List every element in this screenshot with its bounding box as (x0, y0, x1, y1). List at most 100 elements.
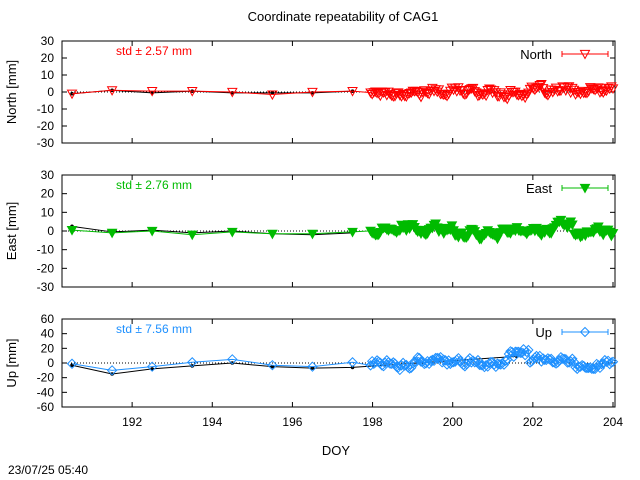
chart-title: Coordinate repeatability of CAG1 (248, 9, 439, 24)
y-tick-label: -30 (37, 280, 55, 294)
y-tick-label: 0 (47, 224, 54, 238)
y-tick-label: 30 (41, 34, 55, 48)
data-point (267, 90, 278, 101)
data-point (573, 361, 585, 373)
data-point (399, 360, 410, 371)
data-point (146, 226, 158, 237)
data-point (459, 90, 471, 101)
data-point (307, 361, 318, 372)
legend: Up (535, 325, 609, 340)
data-point (410, 86, 422, 97)
x-tick-label: 198 (363, 415, 383, 429)
legend: East (526, 181, 609, 196)
data-point (396, 360, 407, 371)
data-point (490, 361, 502, 373)
data-point (146, 361, 158, 372)
y-axis-label: East [mm] (4, 202, 19, 261)
legend-label: North (520, 47, 552, 62)
reference-point (230, 361, 235, 365)
data-point (594, 362, 606, 374)
x-tick-label: 194 (202, 415, 222, 429)
data-point (607, 229, 619, 239)
data-point (607, 356, 619, 368)
data-point (492, 358, 503, 369)
data-point (521, 90, 533, 100)
data-point (596, 87, 607, 97)
data-point (440, 355, 451, 366)
y-tick-label: -20 (37, 261, 55, 275)
data-point (66, 89, 78, 100)
data-point (436, 89, 448, 100)
data-point (227, 354, 238, 365)
data-point (66, 225, 78, 236)
y-tick-label: -20 (37, 119, 55, 133)
data-point (586, 363, 598, 375)
data-point (226, 227, 238, 238)
data-point (516, 91, 528, 102)
data-point (492, 234, 503, 245)
data-point (386, 91, 398, 102)
data-point (146, 87, 158, 97)
x-tick-label: 196 (282, 415, 302, 429)
reference-point (190, 364, 195, 368)
data-point (472, 354, 484, 366)
data-point (563, 82, 575, 92)
data-point (347, 227, 358, 238)
data-point (566, 220, 578, 231)
x-tick-label: 202 (523, 415, 543, 429)
data-point (567, 353, 578, 364)
y-tick-label: 10 (41, 205, 55, 219)
data-point (598, 358, 609, 369)
y-tick-label: -40 (37, 385, 55, 399)
reference-point (270, 91, 275, 95)
data-point (106, 228, 118, 239)
data-point (347, 87, 358, 97)
data-point (267, 359, 278, 371)
y-axis-label: North [mm] (4, 60, 19, 124)
legend-label: East (526, 181, 552, 196)
data-point (498, 359, 510, 370)
data-point (448, 85, 459, 96)
data-point (402, 89, 414, 100)
data-point (568, 356, 580, 368)
data-point (440, 90, 451, 101)
data-point (347, 357, 358, 368)
data-point (66, 358, 78, 369)
data-point (528, 354, 539, 365)
x-tick-label: 200 (443, 415, 463, 429)
data-point (267, 229, 278, 240)
y-tick-label: -10 (37, 243, 55, 257)
y-tick-label: -30 (37, 136, 55, 150)
reference-point (310, 366, 315, 370)
data-point (106, 365, 118, 376)
reference-point (270, 364, 275, 369)
data-point (469, 357, 480, 368)
data-point (423, 358, 435, 370)
data-point (536, 356, 547, 367)
data-point (527, 84, 539, 95)
data-point (186, 230, 198, 241)
data-point (106, 86, 118, 96)
data-point (523, 344, 534, 356)
data-point (307, 229, 318, 240)
std-annotation: std ± 7.56 mm (116, 322, 192, 336)
std-annotation: std ± 2.76 mm (116, 178, 192, 192)
y-tick-label: 20 (41, 51, 55, 65)
data-point (606, 357, 617, 368)
data-point (446, 221, 458, 231)
data-point (226, 87, 238, 98)
data-point (581, 88, 593, 99)
chart-panels: 30 20 10 0 -10 -20 -30 North [mm] std ± 2.57 mm N… (4, 34, 623, 429)
data-point (366, 355, 378, 367)
y-tick-label: 60 (41, 312, 55, 326)
y-tick-label: -10 (37, 102, 55, 116)
data-point (475, 359, 487, 371)
legend-marker (579, 183, 591, 194)
y-tick-label: -60 (37, 400, 55, 414)
y-axis-label: Up [mm] (4, 338, 19, 387)
data-point (420, 87, 432, 98)
y-tick-label: -20 (37, 371, 55, 385)
y-tick-label: 0 (47, 356, 54, 370)
